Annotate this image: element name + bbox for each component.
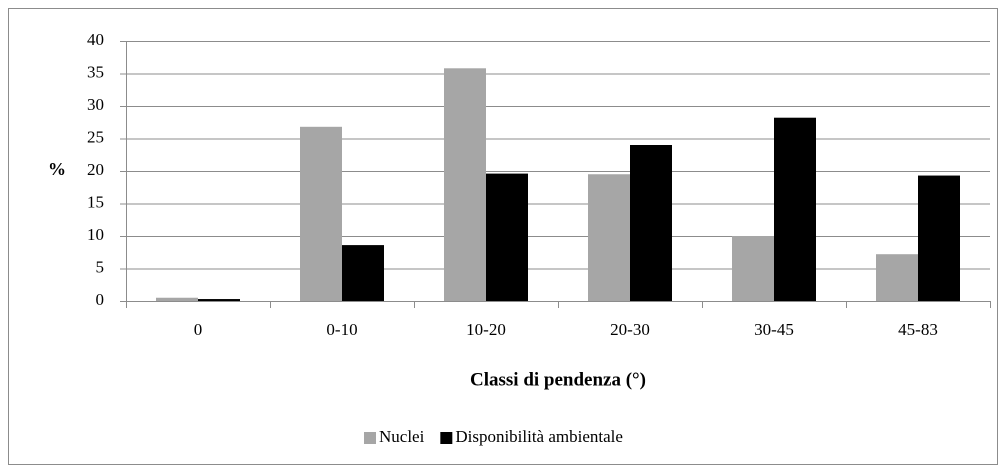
- x-tick-label: 30-45: [754, 320, 794, 339]
- y-axis-label: %: [48, 159, 66, 179]
- bar: [876, 254, 918, 301]
- bar: [630, 145, 672, 301]
- y-tick-label: 30: [87, 95, 104, 114]
- legend-label: Nuclei: [379, 427, 425, 446]
- bar: [732, 236, 774, 301]
- legend-swatch: [364, 432, 376, 444]
- bar: [300, 126, 342, 301]
- x-tick-label: 0-10: [326, 320, 357, 339]
- y-tick-label: 10: [87, 225, 104, 244]
- bar: [918, 175, 960, 301]
- x-tick-label: 45-83: [898, 320, 938, 339]
- y-tick-label: 20: [87, 160, 104, 179]
- x-tick-label: 0: [194, 320, 203, 339]
- bar: [342, 245, 384, 301]
- y-tick-label: 0: [96, 290, 105, 309]
- y-tick-label: 35: [87, 62, 104, 81]
- bar: [774, 117, 816, 301]
- x-tick-label: 10-20: [466, 320, 506, 339]
- legend-label: Disponibilità ambientale: [455, 427, 623, 446]
- x-tick-label: 20-30: [610, 320, 650, 339]
- y-tick-label: 5: [96, 257, 105, 276]
- bar: [588, 174, 630, 301]
- y-tick-label: 25: [87, 127, 104, 146]
- y-tick-label: 15: [87, 192, 104, 211]
- bar: [486, 173, 528, 301]
- legend-swatch: [440, 432, 453, 444]
- y-tick-label: 40: [87, 30, 104, 49]
- x-axis-label: Classi di pendenza (°): [470, 369, 646, 390]
- bar: [198, 299, 240, 301]
- bar: [156, 297, 198, 301]
- bar: [444, 68, 486, 301]
